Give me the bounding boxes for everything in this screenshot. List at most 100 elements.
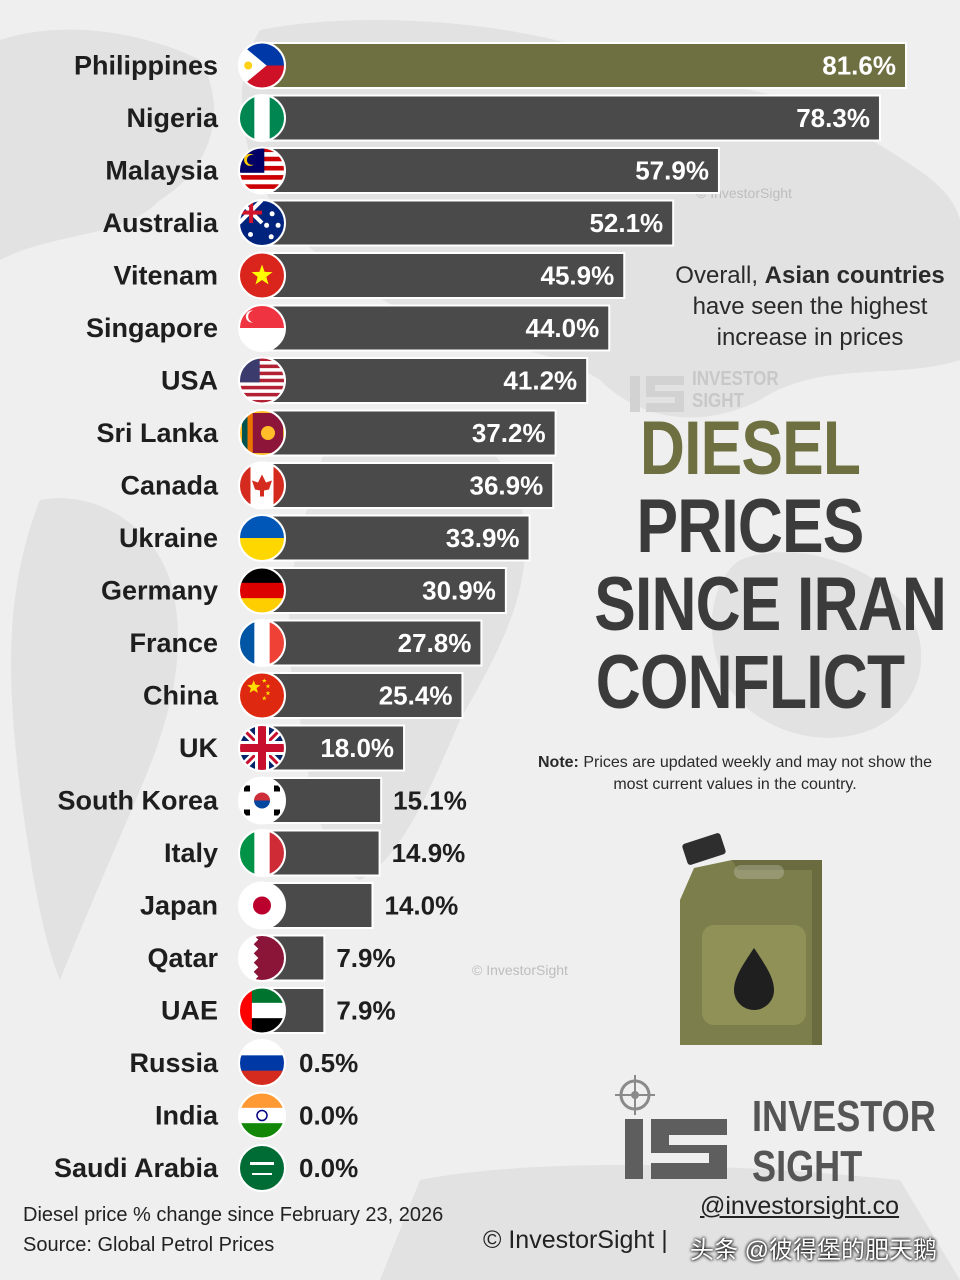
data-label: 0.0% bbox=[299, 1101, 358, 1131]
category-label: Sri Lanka bbox=[96, 418, 219, 448]
title-line-1: DIESEL bbox=[639, 406, 861, 491]
data-label: 78.3% bbox=[796, 103, 870, 133]
south-korea-flag-icon bbox=[239, 777, 285, 824]
category-label: UAE bbox=[161, 996, 218, 1026]
bar-row: Philippines 81.6% bbox=[74, 41, 907, 90]
callout-prefix: Overall, bbox=[675, 262, 765, 289]
category-label: Malaysia bbox=[105, 156, 219, 186]
malaysia-flag-icon bbox=[239, 147, 285, 194]
brand-logo bbox=[615, 1075, 727, 1179]
bar bbox=[261, 619, 483, 667]
bar-row: Sri Lanka 37.2% bbox=[96, 409, 557, 457]
bar-row: Qatar 7.9% bbox=[147, 934, 396, 982]
category-label: Qatar bbox=[147, 943, 218, 973]
fuel-canister-icon bbox=[680, 833, 822, 1045]
brand-name-small: INVESTOR SIGHT bbox=[692, 368, 779, 412]
bar bbox=[261, 672, 464, 719]
social-handle-link[interactable]: @investorsight.co bbox=[700, 1192, 900, 1220]
callout-bold: Asian countries bbox=[764, 262, 945, 289]
japan-flag-icon bbox=[239, 882, 285, 929]
category-label: Russia bbox=[129, 1048, 219, 1078]
data-label: 57.9% bbox=[635, 156, 709, 186]
bar bbox=[261, 409, 557, 457]
bar bbox=[261, 42, 907, 89]
bar bbox=[261, 94, 881, 142]
bar-row: UAE 7.9% bbox=[161, 986, 396, 1035]
bar-row: Malaysia 57.9% bbox=[105, 146, 720, 195]
note-text: Note: Prices are updated weekly and may … bbox=[520, 752, 950, 796]
category-label: Canada bbox=[120, 471, 219, 501]
title-line-4: CONFLICT bbox=[595, 640, 905, 725]
bar-row: Saudi Arabia 0.0% bbox=[54, 1144, 358, 1192]
bar-row: Singapore 44.0% bbox=[86, 304, 611, 352]
data-label: 25.4% bbox=[379, 681, 453, 711]
bar bbox=[261, 147, 720, 194]
callout-text: Overall, Asian countries have seen the h… bbox=[650, 260, 960, 353]
sri-lanka-flag-icon bbox=[239, 410, 285, 456]
chart-footnote: Diesel price % change since February 23,… bbox=[23, 1200, 443, 1260]
chart-source: Source: Global Petrol Prices bbox=[23, 1234, 275, 1256]
data-label: 30.9% bbox=[422, 576, 496, 606]
bar-row: France 27.8% bbox=[129, 619, 483, 667]
usa-flag-icon bbox=[239, 357, 285, 404]
category-label: UK bbox=[179, 733, 218, 763]
data-label: 15.1% bbox=[393, 786, 467, 816]
page-title: DIESEL PRICES SINCE IRAN CONFLICT bbox=[560, 406, 947, 725]
data-label: 37.2% bbox=[472, 418, 546, 448]
category-label: Japan bbox=[140, 891, 218, 921]
data-label: 45.9% bbox=[541, 261, 615, 291]
saudi-arabia-flag-icon bbox=[239, 1145, 285, 1191]
data-label: 81.6% bbox=[822, 51, 896, 81]
brand-name-small-line1: INVESTOR bbox=[692, 368, 779, 390]
bar-row: China 25.4% bbox=[143, 671, 464, 720]
title-line-2: PRICES bbox=[636, 484, 864, 569]
watermark-text: © InvestorSight bbox=[696, 185, 792, 201]
data-label: 14.0% bbox=[384, 891, 458, 921]
singapore-flag-icon bbox=[239, 305, 285, 351]
note-body: Prices are updated weekly and may not sh… bbox=[583, 754, 932, 793]
bar-row: Canada 36.9% bbox=[120, 461, 555, 510]
uk-flag-icon bbox=[239, 725, 285, 771]
data-label: 7.9% bbox=[336, 943, 395, 973]
brand-name-line1: INVESTOR bbox=[752, 1092, 936, 1141]
qatar-flag-icon bbox=[239, 935, 285, 981]
category-label: Singapore bbox=[86, 313, 218, 343]
category-label: China bbox=[143, 681, 219, 711]
category-label: Italy bbox=[164, 838, 218, 868]
category-label: Australia bbox=[102, 208, 219, 238]
bar bbox=[261, 357, 589, 404]
bar bbox=[261, 304, 611, 352]
bar-row: UK 18.0% bbox=[179, 724, 406, 772]
bar-row: Italy 14.9% bbox=[164, 829, 466, 877]
category-label: Germany bbox=[101, 576, 218, 606]
bar-row: Japan 14.0% bbox=[140, 881, 458, 930]
bar-row: South Korea 15.1% bbox=[57, 776, 467, 825]
bar bbox=[261, 252, 626, 299]
category-label: India bbox=[155, 1101, 219, 1131]
data-label: 18.0% bbox=[320, 733, 394, 763]
category-label: USA bbox=[161, 366, 218, 396]
bar-row: Ukraine 33.9% bbox=[119, 514, 531, 562]
category-label: France bbox=[129, 628, 218, 658]
category-label: Philippines bbox=[74, 51, 218, 81]
data-label: 52.1% bbox=[589, 208, 663, 238]
category-label: Ukraine bbox=[119, 523, 218, 553]
vietnam-flag-icon bbox=[239, 252, 285, 299]
category-label: Vitenam bbox=[113, 261, 218, 291]
bar-row: Nigeria 78.3% bbox=[126, 94, 881, 142]
copyright-text: © InvestorSight | bbox=[483, 1226, 668, 1254]
bar-row: Germany 30.9% bbox=[101, 566, 507, 615]
philippines-flag-icon bbox=[239, 42, 285, 89]
data-label: 0.5% bbox=[299, 1048, 358, 1078]
data-label: 41.2% bbox=[503, 366, 577, 396]
title-line-3: SINCE IRAN bbox=[594, 562, 947, 647]
data-label: 27.8% bbox=[398, 628, 472, 658]
note-label: Note: bbox=[538, 754, 579, 771]
bar-row: India 0.0% bbox=[155, 1091, 358, 1140]
data-label: 14.9% bbox=[392, 838, 466, 868]
bar-row: USA 41.2% bbox=[161, 356, 589, 405]
data-label: 33.9% bbox=[446, 523, 520, 553]
bar-row: Russia 0.5% bbox=[129, 1039, 358, 1087]
data-label: 44.0% bbox=[526, 313, 600, 343]
